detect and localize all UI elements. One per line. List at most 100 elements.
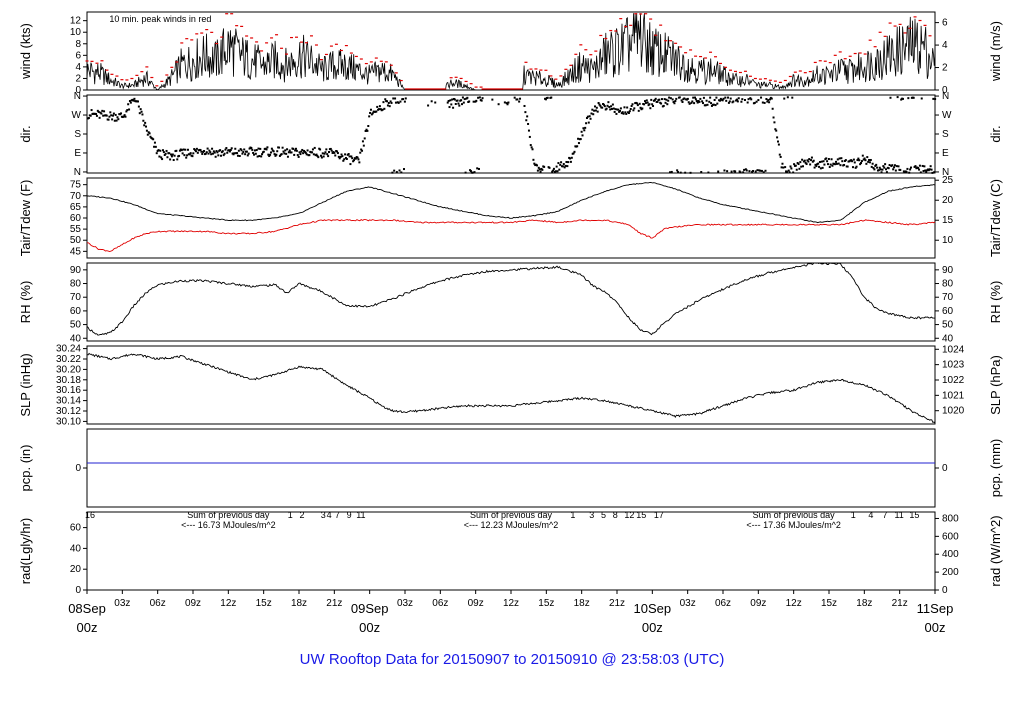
wind-direction-point bbox=[296, 154, 299, 157]
left-axis-label-wind: wind (kts) bbox=[18, 23, 33, 80]
wind-direction-point bbox=[311, 151, 314, 154]
wind-direction-point bbox=[716, 102, 719, 105]
wind-direction-point bbox=[220, 154, 223, 157]
wind-direction-point bbox=[814, 163, 817, 166]
wind-direction-point bbox=[903, 171, 906, 174]
wind-direction-point bbox=[761, 101, 764, 104]
wind-direction-point bbox=[839, 164, 842, 167]
wind-direction-point bbox=[784, 166, 787, 169]
wind-direction-point bbox=[878, 166, 881, 169]
tick-label-slp-hpa: 1021 bbox=[942, 390, 965, 401]
wind-direction-point bbox=[259, 147, 262, 150]
wind-direction-point bbox=[834, 163, 837, 166]
wind-direction-point bbox=[768, 98, 771, 101]
wind-direction-point bbox=[449, 99, 452, 102]
time-tick-label: 03z bbox=[397, 598, 413, 609]
wind-direction-point bbox=[128, 108, 131, 111]
tick-label-rh-left: 80 bbox=[70, 279, 82, 290]
wind-direction-point bbox=[217, 154, 220, 157]
wind-direction-point bbox=[666, 103, 669, 106]
wind-direction-point bbox=[852, 158, 855, 161]
wind-direction-point bbox=[347, 153, 350, 156]
wind-direction-point bbox=[136, 100, 139, 103]
wind-direction-point bbox=[527, 122, 530, 125]
rad-hour-mark: 1 bbox=[288, 510, 293, 520]
wind-direction-point bbox=[590, 112, 593, 115]
wind-direction-point bbox=[497, 103, 500, 106]
wind-direction-point bbox=[622, 112, 625, 115]
wind-direction-point bbox=[503, 101, 506, 104]
wind-direction-point bbox=[624, 111, 627, 114]
wind-direction-point bbox=[461, 103, 464, 106]
wind-direction-point bbox=[560, 161, 563, 164]
rad-hour-mark: 15 bbox=[636, 510, 646, 520]
wind-direction-point bbox=[644, 101, 647, 104]
wind-direction-point bbox=[760, 96, 763, 99]
rad-hour-mark: 3 bbox=[321, 510, 326, 520]
wind-direction-point bbox=[157, 149, 160, 152]
wind-direction-point bbox=[278, 154, 281, 157]
wind-direction-point bbox=[755, 100, 758, 103]
tick-label-dir-left: N bbox=[74, 167, 81, 178]
wind-direction-point bbox=[472, 100, 475, 103]
wind-direction-point bbox=[285, 152, 288, 155]
wind-direction-point bbox=[453, 98, 456, 101]
wind-direction-point bbox=[304, 151, 307, 154]
wind-direction-point bbox=[311, 148, 314, 151]
wind-direction-point bbox=[322, 155, 325, 158]
wind-direction-point bbox=[586, 115, 589, 118]
wind-direction-point bbox=[513, 96, 516, 99]
wind-direction-point bbox=[653, 99, 656, 102]
wind-direction-point bbox=[113, 119, 116, 122]
wind-direction-point bbox=[153, 141, 156, 144]
wind-direction-point bbox=[569, 160, 572, 163]
wind-direction-point bbox=[114, 113, 117, 116]
wind-direction-point bbox=[300, 150, 303, 153]
wind-direction-point bbox=[619, 109, 622, 112]
wind-direction-point bbox=[704, 104, 707, 107]
time-tick-label: 06z bbox=[150, 598, 166, 609]
tick-label-wind-kts: 6 bbox=[75, 50, 81, 61]
wind-direction-point bbox=[698, 100, 701, 103]
tick-label-slp-inhg: 30.24 bbox=[56, 344, 81, 355]
wind-direction-point bbox=[825, 157, 828, 160]
wind-direction-point bbox=[381, 108, 384, 111]
wind-direction-point bbox=[638, 102, 641, 105]
wind-direction-point bbox=[799, 161, 802, 164]
wind-direction-point bbox=[577, 137, 580, 140]
wind-direction-point bbox=[748, 170, 751, 173]
wind-direction-point bbox=[390, 101, 393, 104]
wind-direction-point bbox=[795, 168, 798, 171]
wind-direction-point bbox=[883, 166, 886, 169]
wind-direction-point bbox=[587, 121, 590, 124]
wind-direction-point bbox=[166, 156, 169, 159]
wind-direction-point bbox=[885, 168, 888, 171]
wind-direction-point bbox=[320, 156, 323, 159]
wind-direction-point bbox=[694, 98, 697, 101]
wind-direction-point bbox=[801, 165, 804, 168]
wind-direction-point bbox=[180, 149, 183, 152]
wind-direction-point bbox=[312, 153, 315, 156]
wind-direction-point bbox=[376, 105, 379, 108]
wind-direction-point bbox=[836, 158, 839, 161]
wind-direction-point bbox=[194, 149, 197, 152]
wind-direction-point bbox=[348, 155, 351, 158]
wind-direction-point bbox=[580, 130, 583, 133]
wind-direction-point bbox=[762, 171, 765, 174]
wind-direction-point bbox=[137, 105, 140, 108]
wind-direction-point bbox=[471, 171, 474, 174]
wind-direction-point bbox=[912, 96, 915, 99]
wind-direction-point bbox=[272, 150, 275, 153]
wind-direction-point bbox=[555, 165, 558, 168]
wind-direction-point bbox=[572, 152, 575, 155]
wind-direction-point bbox=[797, 163, 800, 166]
wind-direction-point bbox=[858, 159, 861, 162]
tick-label-rad-lgly: 60 bbox=[70, 523, 82, 534]
day-hour-label: 00z bbox=[77, 620, 98, 635]
rad-hour-mark: 5 bbox=[601, 510, 606, 520]
wind-direction-point bbox=[688, 102, 691, 105]
right-axis-label-pcp: pcp. (mm) bbox=[988, 439, 1003, 498]
wind-direction-point bbox=[724, 96, 727, 99]
left-axis-label-rh: RH (%) bbox=[18, 281, 33, 324]
wind-direction-point bbox=[727, 96, 730, 99]
